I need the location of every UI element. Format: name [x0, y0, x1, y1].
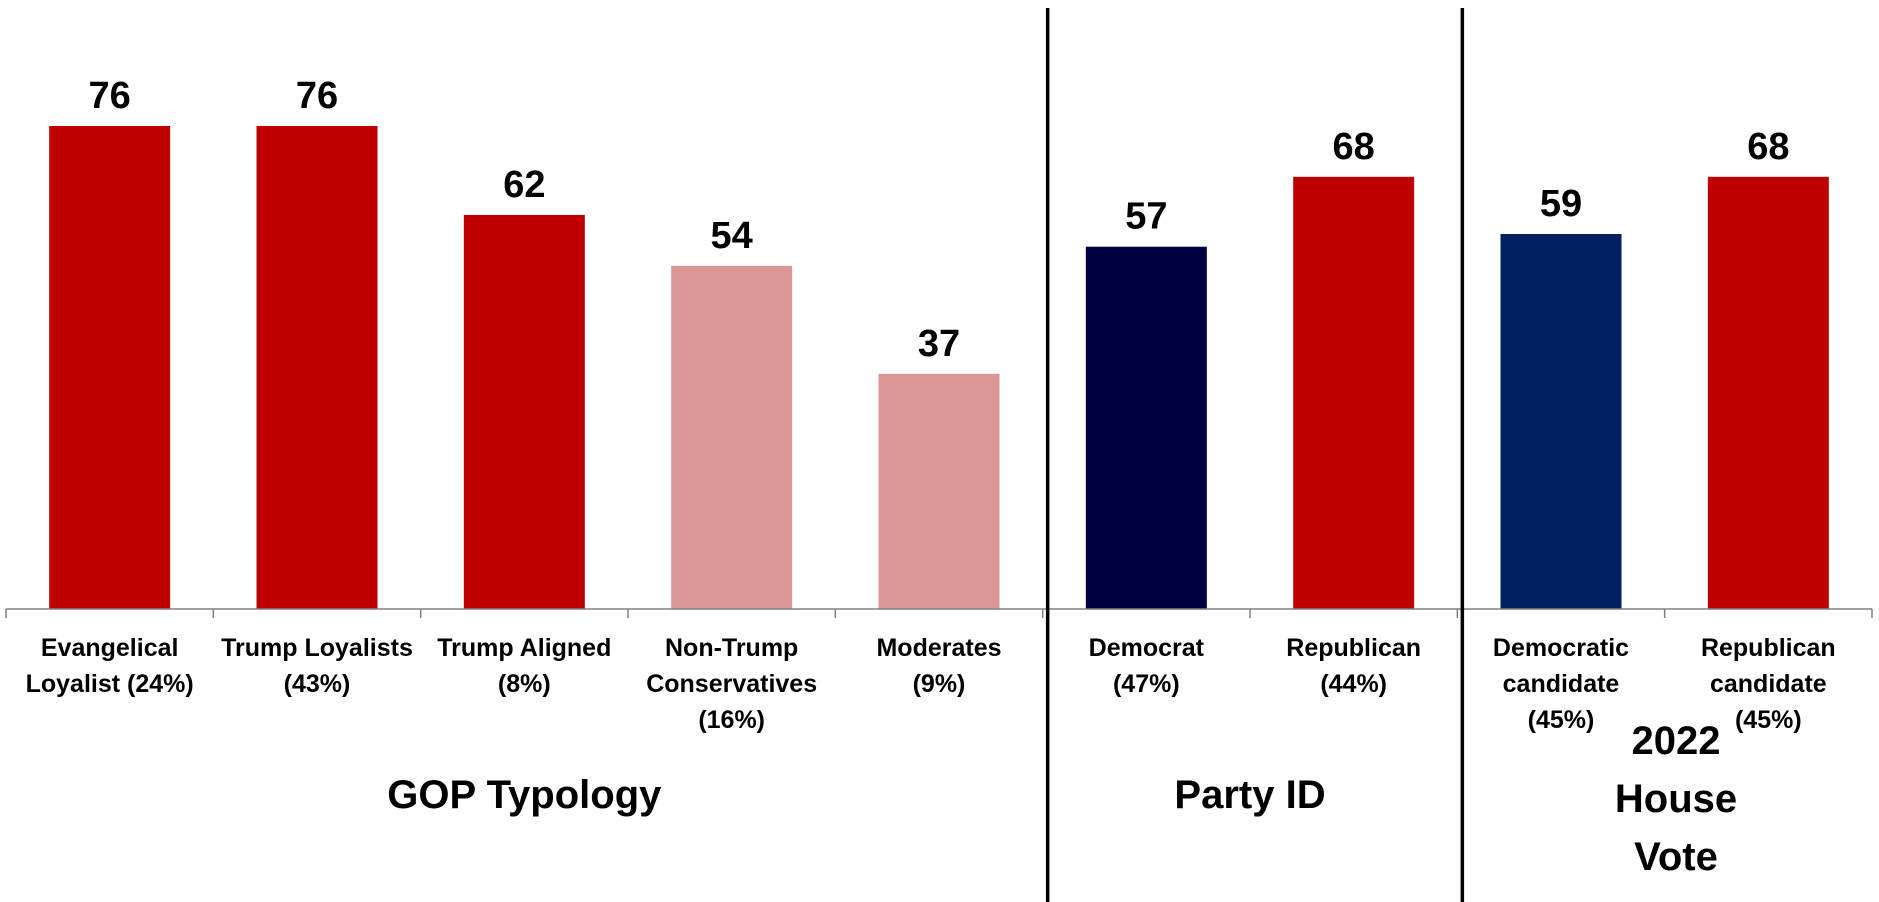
bar [256, 125, 378, 609]
category-label: Non-Trump Conservatives (16%) [646, 634, 817, 734]
category-label: Republican candidate (45%) [1701, 634, 1836, 734]
bar [878, 373, 1000, 609]
bar-value-label: 59 [1540, 183, 1582, 225]
bar-value-label: 57 [1125, 196, 1167, 238]
bars-layer [49, 125, 1829, 610]
bar [49, 125, 171, 609]
bar-value-label: 76 [89, 75, 131, 117]
bar [1707, 176, 1829, 610]
category-label: Democrat (47%) [1089, 634, 1205, 698]
category-label: Trump Aligned (8%) [437, 634, 611, 698]
category-label: Moderates (9%) [876, 634, 1001, 698]
group-labels: GOP Typology Party ID 2022 House Vote [387, 719, 1737, 879]
bar [671, 265, 793, 609]
bar-value-label: 68 [1333, 126, 1375, 168]
bar [1085, 246, 1207, 609]
labels-layer: 76 Evangelical Loyalist (24%) 76 Trump Loyal… [26, 75, 1836, 734]
category-label: Trump Loyalists (43%) [221, 634, 413, 698]
group-label: 2022 House Vote [1615, 719, 1737, 879]
group-label: GOP Typology [387, 773, 662, 817]
bar-value-label: 54 [711, 215, 753, 257]
bar-value-label: 62 [503, 164, 545, 206]
x-axis [5, 8, 1873, 902]
bar [1500, 234, 1622, 609]
bar-value-label: 68 [1747, 126, 1789, 168]
category-label: Republican (44%) [1286, 634, 1421, 698]
bar-value-label: 37 [918, 323, 960, 365]
category-label: Evangelical Loyalist (24%) [26, 634, 194, 698]
bar-value-label: 76 [296, 75, 338, 117]
bar [463, 214, 585, 609]
group-label: Party ID [1174, 773, 1325, 817]
category-label: Democratic candidate (45%) [1493, 634, 1629, 734]
bar [1293, 176, 1415, 610]
